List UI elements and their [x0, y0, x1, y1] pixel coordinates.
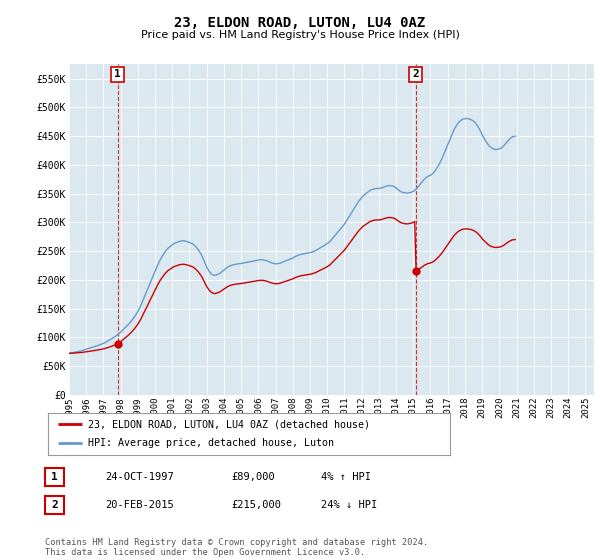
Text: 23, ELDON ROAD, LUTON, LU4 0AZ (detached house): 23, ELDON ROAD, LUTON, LU4 0AZ (detached… [88, 419, 370, 429]
Text: 2: 2 [51, 500, 58, 510]
Text: 20-FEB-2015: 20-FEB-2015 [105, 500, 174, 510]
Text: 23, ELDON ROAD, LUTON, LU4 0AZ: 23, ELDON ROAD, LUTON, LU4 0AZ [175, 16, 425, 30]
Text: 4% ↑ HPI: 4% ↑ HPI [321, 472, 371, 482]
Text: £89,000: £89,000 [231, 472, 275, 482]
Text: 24% ↓ HPI: 24% ↓ HPI [321, 500, 377, 510]
Text: £215,000: £215,000 [231, 500, 281, 510]
Text: HPI: Average price, detached house, Luton: HPI: Average price, detached house, Luto… [88, 438, 334, 449]
Text: Price paid vs. HM Land Registry's House Price Index (HPI): Price paid vs. HM Land Registry's House … [140, 30, 460, 40]
Text: 1: 1 [114, 69, 121, 80]
Text: 24-OCT-1997: 24-OCT-1997 [105, 472, 174, 482]
Text: 2: 2 [412, 69, 419, 80]
Text: Contains HM Land Registry data © Crown copyright and database right 2024.
This d: Contains HM Land Registry data © Crown c… [45, 538, 428, 557]
Text: 1: 1 [51, 472, 58, 482]
